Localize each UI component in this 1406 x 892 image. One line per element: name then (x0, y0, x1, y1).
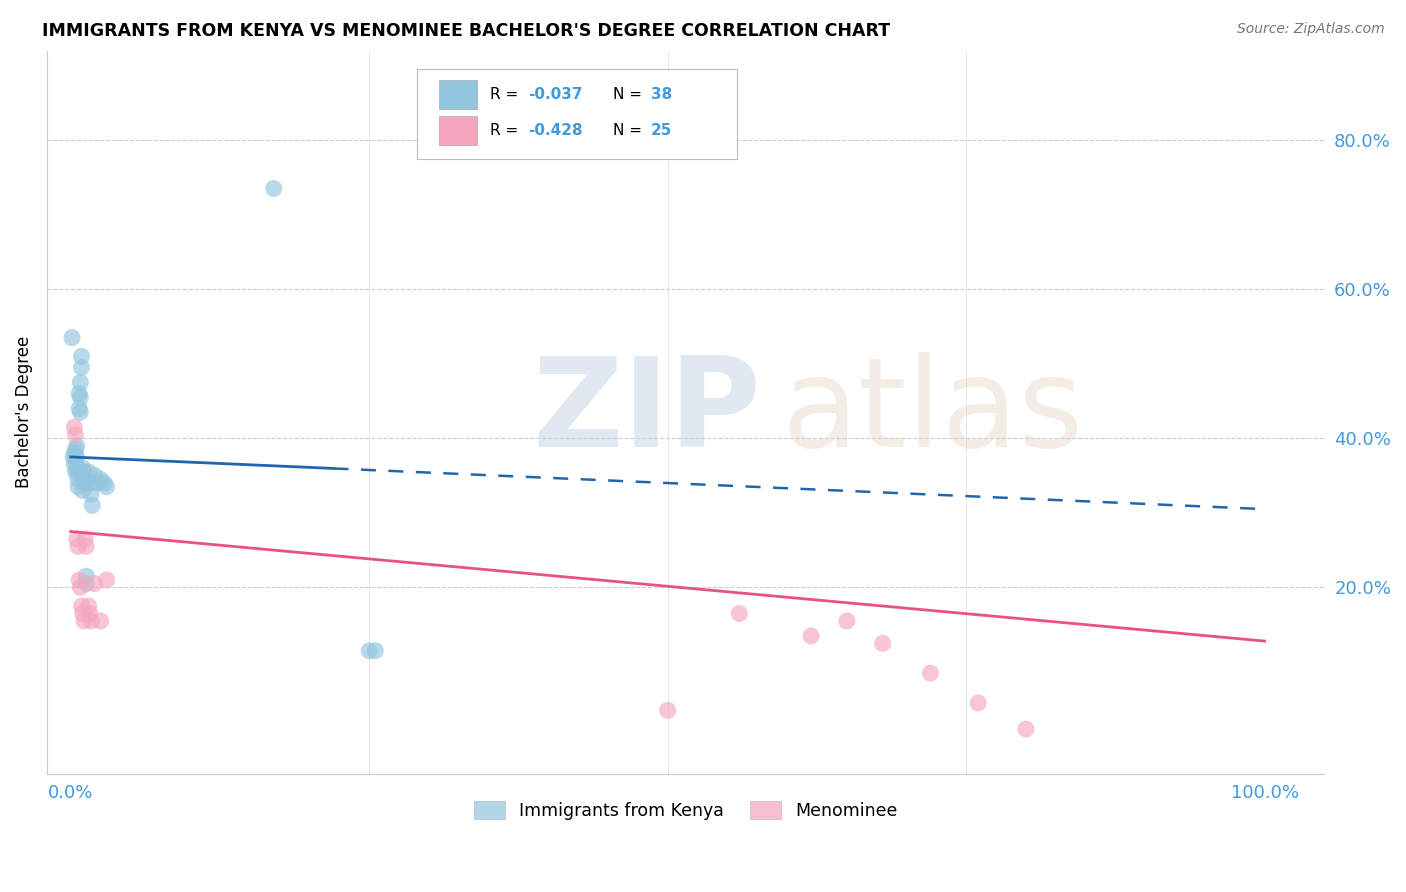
Point (72, 483, 94, 498)
Text: N =: N = (613, 123, 647, 137)
Point (80, 614, 103, 628)
Point (1015, 722, 1038, 736)
Point (75, 576, 97, 591)
Point (728, 607, 751, 621)
Point (69, 390, 91, 404)
Point (63, 446, 86, 460)
Point (75, 532, 97, 546)
Point (75, 569, 97, 583)
Text: -0.037: -0.037 (529, 87, 583, 102)
Point (69, 581, 91, 595)
Text: R =: R = (491, 87, 523, 102)
Point (82, 499, 104, 513)
Point (920, 666, 942, 681)
Point (83, 576, 105, 591)
Point (66, 461, 89, 475)
Point (63, 420, 86, 434)
Text: -0.428: -0.428 (529, 123, 583, 137)
FancyBboxPatch shape (439, 116, 478, 145)
Point (70, 599, 93, 613)
Point (86, 476, 108, 491)
Point (263, 181, 285, 195)
Point (79, 476, 101, 491)
Point (69, 376, 91, 390)
Point (364, 644, 387, 658)
Point (73, 614, 96, 628)
Point (73, 465, 96, 479)
Point (75, 540, 97, 554)
Point (65, 442, 87, 457)
Point (657, 703, 679, 717)
Point (75, 476, 97, 491)
Point (60, 331, 83, 345)
Point (65, 453, 87, 467)
Point (73, 476, 96, 491)
Point (96, 480, 118, 494)
Text: 25: 25 (651, 123, 672, 137)
Text: IMMIGRANTS FROM KENYA VS MENOMINEE BACHELOR'S DEGREE CORRELATION CHART: IMMIGRANTS FROM KENYA VS MENOMINEE BACHE… (42, 22, 890, 40)
Point (65, 465, 87, 479)
Point (72, 472, 94, 486)
Y-axis label: Bachelor's Degree: Bachelor's Degree (15, 336, 32, 488)
Point (67, 386, 90, 401)
Point (79, 607, 101, 621)
Point (66, 472, 89, 486)
Point (62, 450, 84, 464)
Point (800, 629, 823, 643)
Point (72, 607, 94, 621)
Point (66, 480, 89, 494)
Point (66, 540, 89, 554)
Point (83, 468, 105, 483)
Point (967, 696, 990, 710)
Point (65, 427, 87, 442)
Point (66, 450, 89, 464)
Text: ZIP: ZIP (533, 351, 761, 473)
Text: R =: R = (491, 123, 523, 137)
Point (72, 461, 94, 475)
Point (90, 472, 112, 486)
Point (66, 532, 89, 546)
Point (63, 458, 86, 472)
Point (359, 644, 381, 658)
Point (96, 573, 118, 587)
Point (66, 439, 89, 453)
Text: Source: ZipAtlas.com: Source: ZipAtlas.com (1237, 22, 1385, 37)
Point (77, 465, 100, 479)
Point (67, 401, 90, 416)
FancyBboxPatch shape (439, 79, 478, 109)
Legend: Immigrants from Kenya, Menominee: Immigrants from Kenya, Menominee (467, 794, 904, 827)
Point (835, 614, 858, 628)
Point (80, 487, 103, 501)
Text: N =: N = (613, 87, 647, 102)
Point (66, 465, 89, 479)
Point (90, 614, 112, 628)
Text: 38: 38 (651, 87, 672, 102)
FancyBboxPatch shape (418, 69, 737, 159)
Point (69, 405, 91, 419)
Point (872, 636, 894, 650)
Point (70, 360, 93, 375)
Point (77, 599, 100, 613)
Point (67, 573, 90, 587)
Text: atlas: atlas (782, 351, 1084, 473)
Point (93, 476, 115, 491)
Point (70, 349, 93, 363)
